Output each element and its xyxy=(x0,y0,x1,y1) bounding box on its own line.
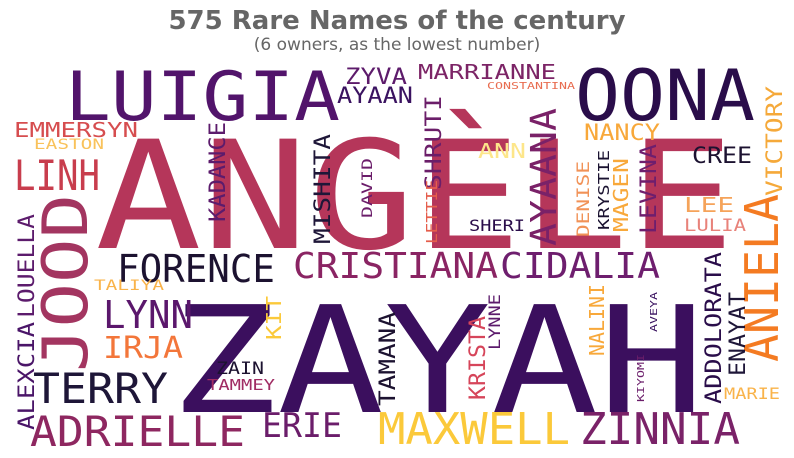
word-krystie: KRYSTIE xyxy=(595,150,613,230)
word-easton: EASTON xyxy=(34,137,104,153)
word-louella: LOUELLA xyxy=(15,214,40,318)
word-ayaan: AYAAN xyxy=(337,84,413,109)
word-krista: KRISTA xyxy=(466,316,491,400)
word-tammey: TAMMEY xyxy=(207,376,275,394)
word-alexcia: ALEXCIA xyxy=(15,322,40,430)
word-mishita: MISHITA xyxy=(311,134,336,244)
word-tamana: TAMANA xyxy=(376,312,401,406)
word-marie: MARIE xyxy=(724,384,780,403)
word-zinnia: ZINNIA xyxy=(580,404,740,455)
page-title: 575 Rare Names of the century xyxy=(168,6,626,36)
word-zyva: ZYVA xyxy=(345,65,407,90)
word-lee: LEE xyxy=(684,193,734,217)
word-sheri: SHERI xyxy=(469,216,525,235)
word-aniela: ANIELA xyxy=(735,194,789,362)
word-shruti: SHRUTI xyxy=(422,95,447,190)
word-erie: ERIE xyxy=(262,406,342,446)
word-nancy: NANCY xyxy=(584,121,660,146)
word-denise: DENISE xyxy=(574,161,594,237)
word-maxwell: MAXWELL xyxy=(378,404,570,455)
word-constantina: CONSTANTINA xyxy=(487,81,575,92)
word-terry: TERRY xyxy=(33,364,168,413)
word-angele: ANGÈLE xyxy=(95,109,735,284)
word-kadance: KADANCE xyxy=(206,122,231,222)
word-levina: LEVINA xyxy=(637,144,662,234)
word-forence: FORENCE xyxy=(117,247,275,291)
word-ayaana: AYAANA xyxy=(524,108,565,246)
word-marrianne: MARRIANNE xyxy=(418,60,556,84)
word-irja: IRJA xyxy=(103,331,183,366)
word-ann: ANN xyxy=(478,139,526,163)
word-lulia: LULIA xyxy=(684,216,746,236)
word-linh: LINH xyxy=(14,151,100,200)
word-addolorata: ADDOLORATA xyxy=(702,252,727,404)
page-subtitle: (6 owners, as the lowest number) xyxy=(253,35,541,55)
word-cree: CREE xyxy=(692,144,752,169)
word-enayat: ENAYAT xyxy=(726,292,751,376)
word-oona: OONA xyxy=(575,55,755,137)
word-luigia: LUIGIA xyxy=(65,58,340,137)
word-zain: ZAIN xyxy=(216,359,264,379)
word-kiyomi: KIYOMI xyxy=(636,354,647,402)
word-cidalia: CIDALIA xyxy=(500,246,660,287)
word-david: DAVID xyxy=(360,158,376,218)
word-aveya: AVEYA xyxy=(649,292,660,332)
word-magen: MAGEN xyxy=(609,158,633,232)
word-taliya: TALIYA xyxy=(94,278,165,294)
word-lynne: LYNNE xyxy=(485,294,504,350)
word-kit: KIT xyxy=(262,296,286,340)
word-zayah: ZAYAH xyxy=(170,275,705,447)
word-lynn: LYNN xyxy=(103,293,193,337)
word-nalini: NALINI xyxy=(585,284,609,356)
word-emmersyn: EMMERSYN xyxy=(14,118,138,142)
word-jood: JOOD xyxy=(29,194,102,372)
word-adrielle: ADRIELLE xyxy=(30,407,245,456)
word-cristiana: CRISTIANA xyxy=(293,246,498,287)
word-victory: VICTORY xyxy=(763,86,788,196)
word-lettie: LETTIE xyxy=(423,180,441,244)
